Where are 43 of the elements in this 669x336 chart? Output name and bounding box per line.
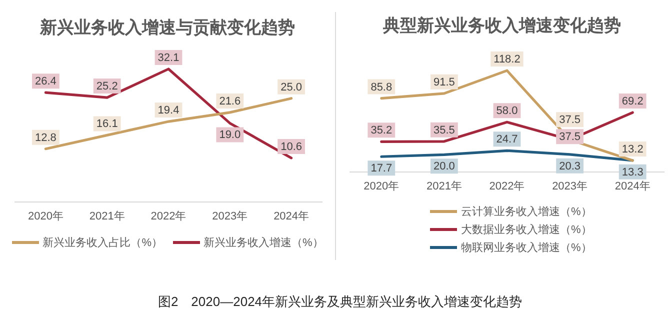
chart-title: 典型新兴业务收入增速变化趋势 (382, 15, 622, 37)
legend-label: 新兴业务收入占比（%） (42, 236, 162, 250)
data-label: 32.1 (158, 52, 180, 64)
data-label: 25.0 (280, 81, 302, 94)
x-tick-label: 2023年 (212, 210, 248, 222)
caption: 图2 2020—2024年新兴业务及典型新兴业务收入增速变化趋势 (156, 294, 524, 310)
legend-label: 新兴业务收入增速（%） (204, 236, 324, 250)
data-label: 20.0 (433, 160, 455, 173)
data-label: 25.2 (96, 80, 118, 93)
x-tick-label: 2021年 (426, 180, 462, 192)
x-tick-label: 2023年 (552, 180, 588, 192)
data-label: 21.6 (219, 95, 241, 108)
x-tick-label: 2024年 (614, 180, 650, 192)
x-tick-label: 2024年 (274, 210, 310, 222)
data-label: 20.3 (559, 160, 581, 172)
data-label: 69.2 (622, 96, 644, 108)
data-label: 16.1 (96, 118, 118, 130)
x-tick-label: 2022年 (489, 180, 525, 192)
x-tick-label: 2022年 (150, 210, 186, 222)
legend-label: 云计算业务收入增速（%） (461, 204, 592, 218)
data-label: 37.5 (559, 131, 581, 144)
data-label: 58.0 (496, 105, 518, 118)
x-tick-label: 2020年 (28, 210, 64, 222)
legend-label: 大数据业务收入增速（%） (461, 222, 592, 236)
data-label: 10.6 (280, 140, 302, 153)
data-label: 13.3 (622, 166, 644, 178)
data-label: 85.8 (370, 81, 392, 94)
data-label: 19.4 (158, 104, 180, 117)
data-label: 37.5 (559, 114, 581, 126)
x-tick-label: 2020年 (364, 180, 400, 192)
chart-title: 新兴业务收入增速与贡献变化趋势 (38, 17, 296, 39)
data-label: 118.2 (494, 54, 520, 66)
data-label: 19.0 (219, 129, 241, 142)
data-label: 26.4 (34, 76, 56, 88)
data-label: 24.7 (496, 134, 518, 146)
legend-label: 物联网业务收入增速（%） (461, 240, 592, 254)
data-label: 12.8 (34, 132, 56, 144)
data-label: 35.5 (433, 124, 455, 136)
data-label: 35.2 (370, 124, 392, 137)
data-label: 91.5 (433, 76, 455, 88)
data-label: 13.2 (622, 144, 644, 156)
x-tick-label: 2021年 (89, 210, 125, 222)
data-label: 17.7 (370, 162, 392, 175)
